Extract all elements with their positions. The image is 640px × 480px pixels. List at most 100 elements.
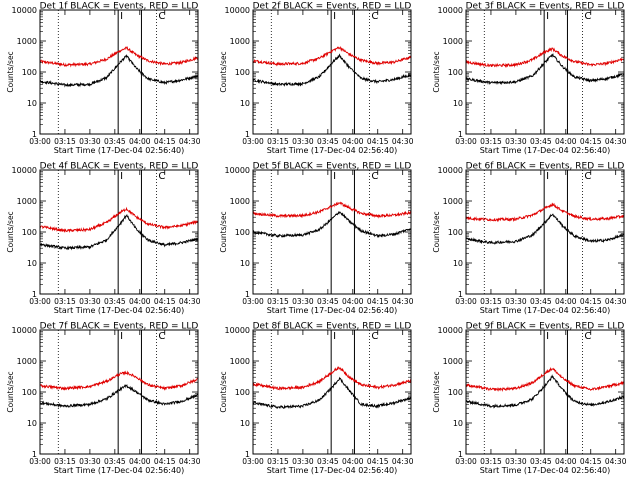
plot-frame bbox=[39, 9, 199, 135]
x-tick-label: 04:15 bbox=[580, 137, 602, 146]
y-tick-label: 1 bbox=[458, 130, 463, 139]
event-marker-label: I bbox=[120, 171, 123, 182]
x-tick-label: 04:15 bbox=[367, 457, 389, 466]
x-tick-label: 04:30 bbox=[392, 297, 414, 306]
y-tick-label: 10 bbox=[453, 259, 463, 268]
x-tick-label: 03:30 bbox=[505, 457, 527, 466]
x-tick-label: 03:15 bbox=[54, 297, 76, 306]
panel-title: Det 8f BLACK = Events, RED = LLD bbox=[253, 322, 412, 332]
x-tick-label: 03:45 bbox=[530, 137, 552, 146]
event-marker-label: I bbox=[120, 331, 123, 342]
x-tick-label: 03:45 bbox=[530, 297, 552, 306]
y-tick-label: 1 bbox=[458, 450, 463, 459]
x-tick-label: 04:30 bbox=[179, 457, 201, 466]
x-axis-label: Start Time (17-Dec-04 02:56:40) bbox=[267, 466, 398, 475]
x-tick-label: 03:15 bbox=[480, 297, 502, 306]
y-tick-label: 100 bbox=[235, 228, 250, 237]
x-tick-label: 04:30 bbox=[605, 137, 627, 146]
y-tick-label: 100 bbox=[235, 388, 250, 397]
y-tick-label: 10000 bbox=[225, 166, 250, 175]
x-tick-label: 04:15 bbox=[154, 297, 176, 306]
event-marker-label: C bbox=[158, 171, 165, 182]
x-tick-label: 04:00 bbox=[129, 137, 151, 146]
event-marker-label: C bbox=[158, 11, 165, 22]
y-tick-label: 1000 bbox=[443, 37, 463, 46]
light-curve-series bbox=[39, 370, 199, 391]
x-tick-label: 04:00 bbox=[342, 297, 364, 306]
x-tick-label: 03:15 bbox=[267, 137, 289, 146]
light-curve-series bbox=[465, 202, 625, 223]
y-tick-label: 1 bbox=[245, 290, 250, 299]
x-tick-label: 04:15 bbox=[580, 297, 602, 306]
x-tick-label: 04:15 bbox=[154, 137, 176, 146]
y-tick-label: 100 bbox=[22, 68, 37, 77]
x-axis-label: Start Time (17-Dec-04 02:56:40) bbox=[54, 146, 185, 155]
y-tick-label: 1000 bbox=[17, 197, 37, 206]
light-curve-series bbox=[39, 206, 199, 234]
event-marker-label: I bbox=[120, 11, 123, 22]
x-tick-label: 03:00 bbox=[29, 457, 51, 466]
plot-frame bbox=[39, 329, 199, 455]
y-tick-label: 1 bbox=[245, 450, 250, 459]
x-axis-label: Start Time (17-Dec-04 02:56:40) bbox=[480, 466, 611, 475]
x-tick-label: 03:00 bbox=[242, 457, 264, 466]
y-tick-label: 100 bbox=[22, 228, 37, 237]
event-marker-label: C bbox=[371, 331, 378, 342]
x-axis-label: Start Time (17-Dec-04 02:56:40) bbox=[267, 306, 398, 315]
event-marker-label: C bbox=[584, 331, 591, 342]
x-tick-label: 03:30 bbox=[292, 297, 314, 306]
y-tick-label: 10000 bbox=[12, 326, 37, 335]
y-tick-label: 1000 bbox=[17, 357, 37, 366]
x-tick-label: 03:30 bbox=[505, 137, 527, 146]
x-tick-label: 04:30 bbox=[392, 457, 414, 466]
y-tick-label: 10000 bbox=[438, 6, 463, 15]
event-marker-label: C bbox=[158, 331, 165, 342]
panel-title: Det 3f BLACK = Events, RED = LLD bbox=[466, 2, 625, 12]
x-tick-label: 04:15 bbox=[367, 137, 389, 146]
x-axis-label: Start Time (17-Dec-04 02:56:40) bbox=[480, 146, 611, 155]
x-tick-label: 03:15 bbox=[267, 297, 289, 306]
x-tick-label: 04:00 bbox=[555, 297, 577, 306]
x-axis-label: Start Time (17-Dec-04 02:56:40) bbox=[267, 146, 398, 155]
event-marker-label: I bbox=[546, 331, 549, 342]
light-curve-series bbox=[465, 46, 625, 68]
event-marker-label: I bbox=[333, 11, 336, 22]
y-tick-label: 10 bbox=[27, 419, 37, 428]
event-marker-label: I bbox=[546, 11, 549, 22]
y-tick-label: 10 bbox=[453, 419, 463, 428]
y-axis-label: Counts/sec bbox=[219, 211, 228, 252]
light-curve-series bbox=[39, 46, 199, 68]
x-tick-label: 03:45 bbox=[317, 457, 339, 466]
y-tick-label: 100 bbox=[22, 388, 37, 397]
light-curve-series bbox=[39, 214, 199, 251]
event-marker-label: I bbox=[333, 331, 336, 342]
x-tick-label: 03:30 bbox=[292, 137, 314, 146]
x-axis-label: Start Time (17-Dec-04 02:56:40) bbox=[54, 306, 185, 315]
plot-frame bbox=[252, 169, 412, 295]
y-axis-label: Counts/sec bbox=[219, 51, 228, 92]
plot-frame bbox=[465, 169, 625, 295]
x-tick-label: 04:00 bbox=[129, 297, 151, 306]
x-tick-label: 04:15 bbox=[367, 297, 389, 306]
y-tick-label: 10000 bbox=[12, 6, 37, 15]
plot-frame bbox=[39, 169, 199, 295]
x-tick-label: 03:45 bbox=[104, 457, 126, 466]
y-tick-label: 1 bbox=[32, 130, 37, 139]
light-curve-series bbox=[39, 384, 199, 409]
x-tick-label: 04:30 bbox=[605, 297, 627, 306]
y-tick-label: 1000 bbox=[230, 357, 250, 366]
y-tick-label: 1000 bbox=[17, 37, 37, 46]
x-tick-label: 04:00 bbox=[342, 457, 364, 466]
x-tick-label: 03:15 bbox=[54, 457, 76, 466]
y-tick-label: 10 bbox=[240, 419, 250, 428]
y-tick-label: 10000 bbox=[438, 326, 463, 335]
light-curve-series bbox=[252, 376, 412, 410]
x-tick-label: 03:00 bbox=[29, 137, 51, 146]
event-marker-label: I bbox=[546, 171, 549, 182]
x-tick-label: 04:30 bbox=[392, 137, 414, 146]
